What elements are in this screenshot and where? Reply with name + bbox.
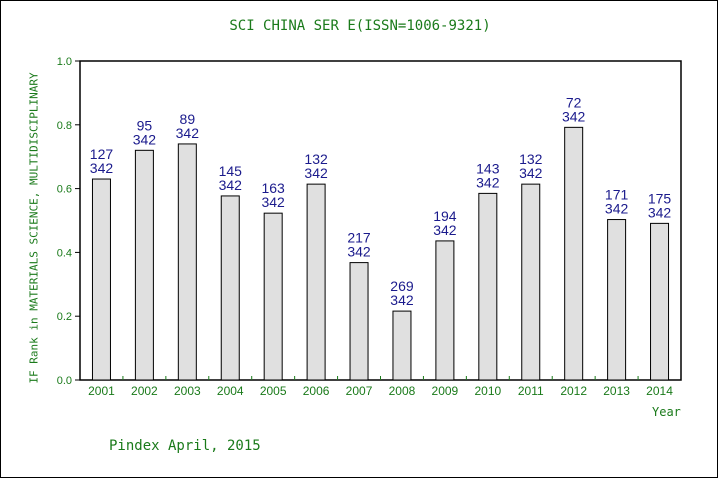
- x-tick-label: 2008: [389, 384, 416, 398]
- chart-title: SCI CHINA SER E(ISSN=1006-9321): [229, 18, 491, 34]
- bar: [478, 192, 498, 381]
- bar-total-label: 342: [176, 125, 200, 141]
- bar-total-label: 342: [304, 165, 328, 181]
- x-tick-label: 2005: [260, 384, 287, 398]
- x-axis-label: Year: [652, 405, 681, 419]
- bar: [306, 183, 326, 381]
- bar-total-label: 342: [261, 194, 285, 210]
- bar-rank-label: 132: [304, 151, 328, 167]
- bar-total-label: 342: [90, 160, 114, 176]
- x-tick-label: 2010: [474, 384, 501, 398]
- x-tick-label: 2007: [346, 384, 373, 398]
- bar: [564, 126, 584, 381]
- bar-total-label: 342: [133, 131, 157, 147]
- bar-total-label: 342: [390, 292, 414, 308]
- bar-total-label: 342: [476, 174, 500, 190]
- bar-rank-label: 269: [390, 278, 414, 294]
- y-tick-label: 0.6: [57, 184, 72, 196]
- y-tick-label: 0.0: [57, 375, 72, 387]
- bar-rank-label: 163: [261, 180, 285, 196]
- bar-total-label: 342: [433, 222, 457, 238]
- x-tick-label: 2012: [560, 384, 587, 398]
- bar: [91, 178, 111, 381]
- bar: [263, 212, 283, 381]
- bar: [349, 262, 369, 381]
- bar: [650, 222, 670, 381]
- bar-rank-label: 127: [90, 146, 114, 162]
- x-tick-label: 2009: [432, 384, 459, 398]
- bar-rank-label: 145: [219, 163, 243, 179]
- y-tick-label: 1.0: [57, 56, 72, 68]
- x-tick-label: 2013: [603, 384, 630, 398]
- plot-area: [79, 60, 682, 381]
- bar-rank-label: 89: [180, 111, 196, 127]
- x-tick-label: 2002: [131, 384, 158, 398]
- footer-note: Pindex April, 2015: [109, 438, 261, 454]
- y-tick-label: 0.4: [57, 247, 72, 259]
- bar-rank-label: 132: [519, 151, 543, 167]
- y-tick-label: 0.2: [57, 311, 72, 323]
- bar-total-label: 342: [648, 204, 672, 220]
- x-tick-label: 2001: [88, 384, 115, 398]
- x-tick-label: 2011: [518, 384, 544, 398]
- bar-total-label: 342: [347, 244, 371, 260]
- bar-rank-label: 171: [605, 187, 629, 203]
- bar: [134, 149, 154, 381]
- bar-total-label: 342: [562, 108, 586, 124]
- bar-rank-label: 175: [648, 190, 672, 206]
- bar: [177, 143, 197, 381]
- x-tick-label: 2004: [217, 384, 244, 398]
- x-tick-label: 2003: [174, 384, 201, 398]
- bar-total-label: 342: [605, 201, 629, 217]
- bar-total-label: 342: [219, 177, 243, 193]
- bar-rank-label: 95: [137, 117, 153, 133]
- bar-rank-label: 143: [476, 160, 500, 176]
- bar-rank-label: 217: [347, 230, 371, 246]
- bar-rank-label: 72: [566, 94, 582, 110]
- bar: [607, 219, 627, 381]
- bar-rank-label: 194: [433, 208, 457, 224]
- y-tick-label: 0.8: [57, 120, 72, 132]
- bar: [392, 310, 412, 381]
- x-tick-label: 2014: [646, 384, 673, 398]
- bar: [220, 195, 240, 381]
- bar: [521, 183, 541, 381]
- bar: [435, 240, 455, 381]
- bar-total-label: 342: [519, 165, 543, 181]
- x-tick-label: 2006: [303, 384, 330, 398]
